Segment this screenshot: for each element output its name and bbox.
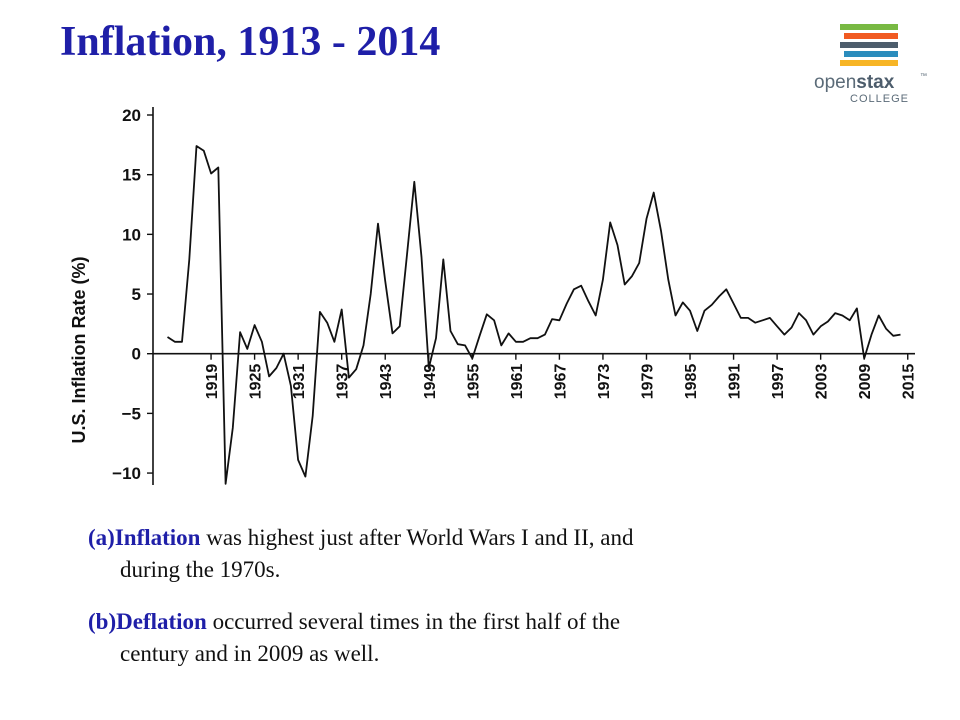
caption-a: (a)Inflation was highest just after Worl…	[88, 522, 888, 586]
caption-a-marker: (a)	[88, 525, 115, 550]
y-ticks: 20 15 10 5 0 −5 −10	[112, 106, 153, 483]
logo-college: COLLEGE	[850, 93, 909, 105]
y-tick-label: 0	[132, 345, 141, 364]
x-tick-label: 1943	[378, 364, 395, 400]
caption-a-continuation: during the 1970s.	[120, 557, 281, 582]
caption-b-term: Deflation	[116, 609, 207, 634]
caption-b-text: occurred several times in the first half…	[206, 609, 621, 634]
x-tick-label: 2009	[857, 364, 874, 400]
y-tick-label: −10	[112, 464, 141, 483]
x-tick-label: 1967	[552, 364, 569, 400]
x-tick-label: 1949	[422, 364, 439, 400]
y-tick-label: 5	[132, 285, 141, 304]
caption-a-text: was highest just after World Wars I and …	[200, 525, 634, 550]
openstax-logo: openstax ™ COLLEGE	[814, 24, 927, 105]
caption-b-continuation: century and in 2009 as well.	[120, 641, 380, 666]
series-line-inflation	[167, 145, 901, 485]
logo-bar-5	[840, 60, 898, 66]
logo-tm: ™	[920, 73, 927, 80]
chart-series	[167, 145, 901, 485]
x-tick-label: 1931	[291, 364, 308, 400]
x-tick-label: 1997	[770, 364, 787, 400]
y-tick-label: −5	[122, 404, 141, 423]
logo-word-stax: stax	[856, 72, 894, 93]
y-tick-label: 10	[122, 225, 141, 244]
slide-title: Inflation, 1913 - 2014	[60, 19, 441, 65]
logo-bar-3	[840, 42, 898, 48]
caption-b-marker: (b)	[88, 609, 117, 634]
caption-a-term: Inflation	[114, 525, 201, 550]
x-tick-label: 1955	[465, 364, 482, 400]
x-tick-label: 1925	[248, 364, 265, 400]
chart-axes	[152, 107, 915, 485]
x-tick-label: 1961	[509, 364, 526, 400]
logo-bar-4	[844, 51, 898, 57]
logo-word-open: open	[814, 72, 856, 93]
logo-bar-2	[844, 33, 898, 39]
x-tick-label: 1919	[204, 364, 221, 400]
x-tick-label: 1991	[727, 364, 744, 400]
x-tick-label: 2003	[814, 364, 831, 400]
x-tick-label: 1985	[683, 364, 700, 400]
x-tick-label: 1973	[596, 364, 613, 400]
x-tick-label: 1937	[335, 364, 352, 400]
x-tick-label: 2015	[901, 364, 918, 400]
x-ticks: 1919 1925 1931 1937 1943 1949 1955 1961 1967 1973…	[204, 353, 918, 400]
caption-b: (b)Deflation occurred several times in t…	[88, 606, 888, 670]
y-axis-label-group: U.S. Inflation Rate (%)	[69, 256, 89, 443]
x-tick-label: 1979	[639, 364, 656, 400]
logo-bar-1	[840, 24, 898, 30]
y-tick-label: 15	[122, 166, 141, 185]
svg-text:openstax: openstax	[814, 72, 895, 93]
y-axis-label: U.S. Inflation Rate (%)	[69, 256, 89, 443]
y-tick-label: 20	[122, 106, 141, 125]
